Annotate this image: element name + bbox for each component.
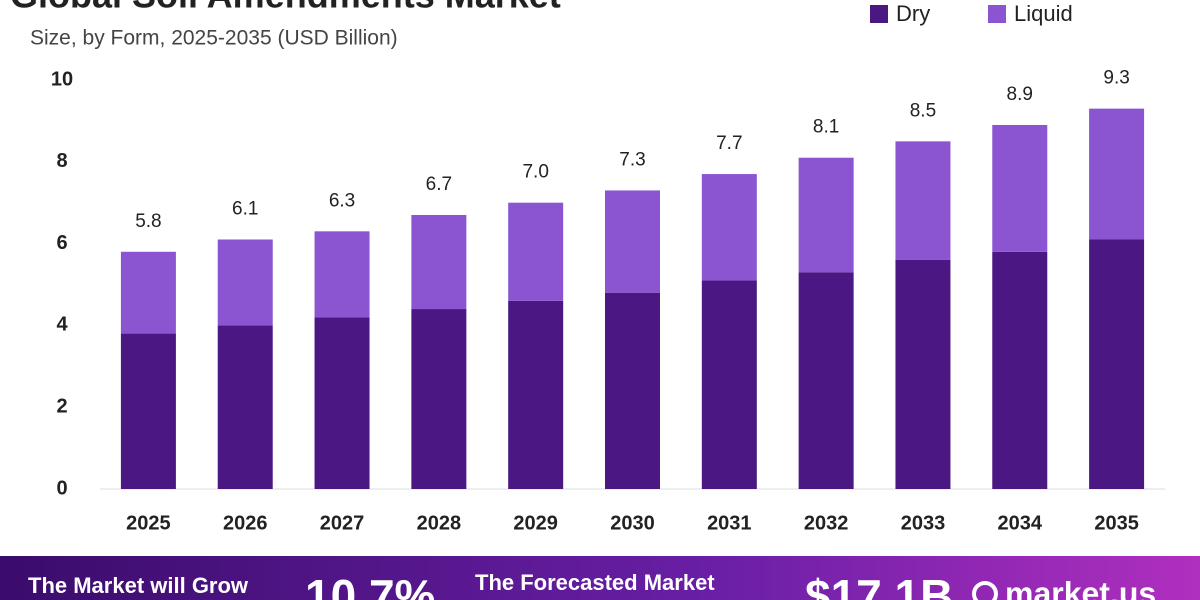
bar-segment — [605, 292, 660, 489]
total-label: 6.7 — [426, 174, 452, 195]
bar-segment — [701, 174, 757, 281]
total-label: 6.3 — [329, 190, 355, 211]
bar-segment — [701, 280, 757, 489]
x-tick-label: 2034 — [998, 512, 1043, 534]
bar-segment — [798, 157, 854, 273]
x-tick-label: 2032 — [804, 512, 849, 534]
total-label: 7.0 — [522, 162, 548, 183]
total-label: 9.3 — [1103, 68, 1129, 89]
x-tick-label: 2029 — [513, 512, 558, 534]
total-label: 6.1 — [232, 199, 258, 220]
brand-logo — [972, 581, 998, 600]
x-tick-label: 2027 — [320, 512, 365, 534]
bar-segment — [895, 259, 951, 489]
bar-segment — [992, 124, 1048, 252]
bar-segment — [798, 272, 854, 489]
x-tick-label: 2035 — [1094, 512, 1139, 534]
x-tick-label: 2025 — [126, 512, 171, 534]
bar-segment — [992, 251, 1048, 489]
y-tick-label: 8 — [56, 150, 67, 172]
bar-segment — [411, 214, 467, 310]
y-tick-label: 2 — [56, 395, 67, 417]
total-label: 8.9 — [1007, 84, 1033, 105]
y-tick-label: 6 — [56, 232, 67, 254]
total-label: 8.1 — [813, 117, 839, 138]
bar-segment — [605, 190, 660, 293]
bar-segment — [411, 309, 467, 489]
banner-brand: market.us — [1005, 575, 1156, 600]
y-tick-label: 4 — [56, 314, 68, 336]
x-tick-label: 2028 — [417, 512, 462, 534]
banner-cagr: 10.7% — [305, 570, 435, 600]
legend-label: Liquid — [1014, 1, 1073, 26]
bar-segment — [217, 239, 273, 326]
bar-segment — [314, 317, 370, 489]
banner-forecast: The Forecasted Market — [475, 570, 715, 595]
banner — [0, 556, 1200, 600]
legend-swatch — [988, 5, 1006, 23]
bar-segment — [217, 325, 273, 489]
bar-segment — [508, 300, 564, 489]
total-label: 8.5 — [910, 100, 936, 121]
bar-segment — [120, 251, 176, 334]
y-tick-label: 0 — [56, 477, 67, 499]
bar-segment — [1089, 108, 1145, 240]
total-label: 7.7 — [716, 133, 742, 154]
chart-title: Global Soil Amendments Market — [10, 0, 561, 16]
x-tick-label: 2026 — [223, 512, 268, 534]
bar-segment — [1089, 239, 1145, 489]
banner-grow: The Market will Grow — [28, 573, 249, 598]
banner-value: $17.1B — [805, 570, 953, 600]
total-label: 7.3 — [619, 149, 645, 170]
bar-segment — [120, 333, 176, 489]
bar-segment — [314, 231, 370, 318]
chart-subtitle: Size, by Form, 2025-2035 (USD Billion) — [30, 27, 398, 50]
legend-label: Dry — [896, 1, 930, 26]
x-tick-label: 2031 — [707, 512, 752, 534]
legend-swatch — [870, 5, 888, 23]
x-tick-label: 2030 — [610, 512, 655, 534]
y-tick-label: 10 — [51, 68, 73, 90]
bar-segment — [895, 141, 951, 260]
x-tick-label: 2033 — [901, 512, 946, 534]
total-label: 5.8 — [135, 211, 161, 232]
bar-segment — [508, 202, 564, 301]
